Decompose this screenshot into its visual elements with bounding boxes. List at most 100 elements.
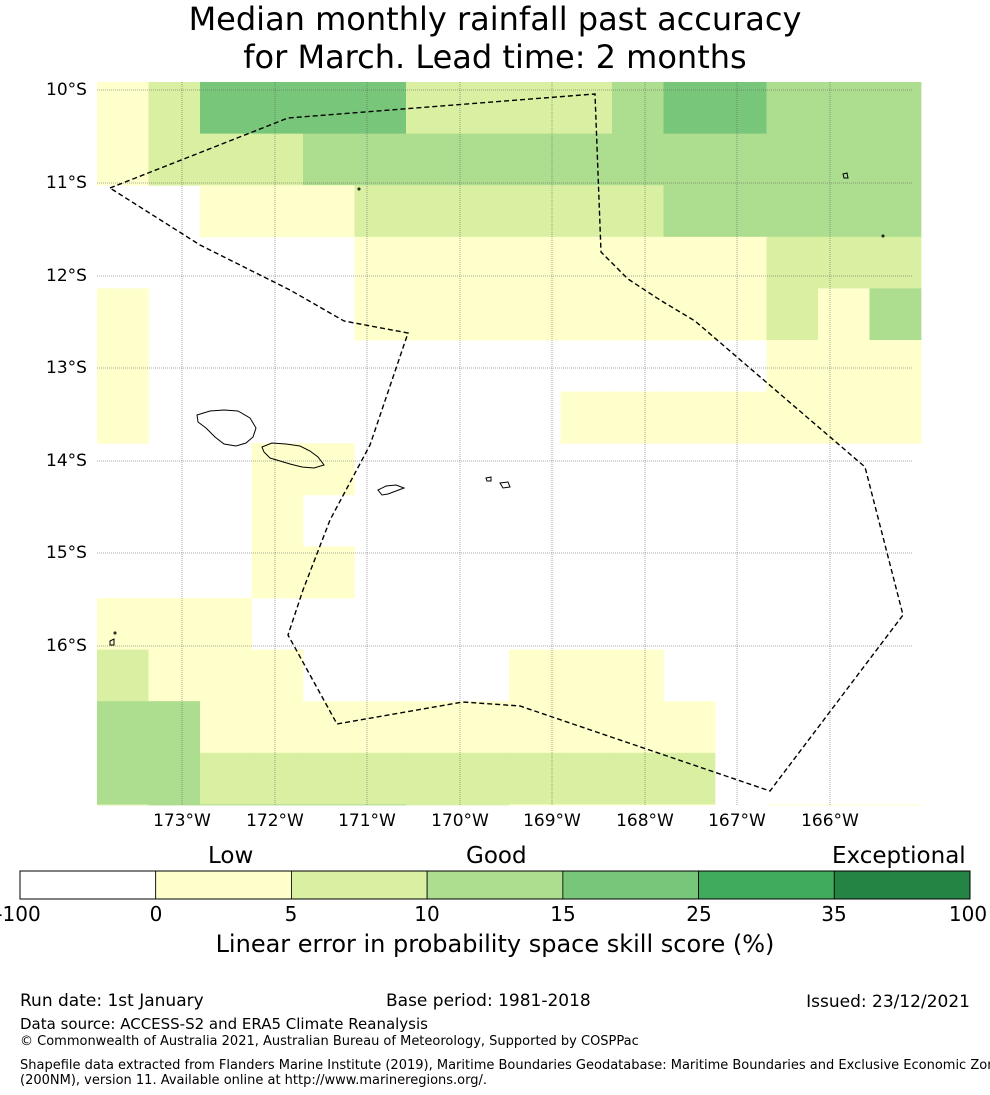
skill-cell: [818, 185, 870, 238]
skill-cell: [869, 236, 922, 289]
base-period: Base period: 1981-2018: [386, 991, 591, 1011]
skill-cell: [303, 752, 355, 805]
skill-cell: [560, 649, 613, 702]
skill-cell: [715, 391, 767, 444]
skill-cell: [303, 546, 355, 599]
issued-date: Issued: 23/12/2021: [806, 992, 970, 1012]
colorbar-segment: [562, 870, 699, 900]
skill-cell: [766, 82, 819, 134]
skill-cell: [663, 82, 716, 134]
islet-2: [881, 234, 885, 238]
skill-cell: [457, 236, 510, 289]
skill-cell: [148, 701, 201, 754]
skill-cell: [354, 82, 407, 134]
map-title: Median monthly rainfall past accuracy fo…: [0, 0, 990, 76]
skill-cell: [200, 82, 252, 134]
skill-cell: [97, 82, 149, 134]
colorbar-category-exceptional: Exceptional: [832, 843, 966, 869]
lon-label-167w: 167°W: [708, 811, 766, 831]
skill-cell: [612, 236, 664, 289]
skill-cell: [509, 185, 561, 238]
skill-cell: [560, 133, 613, 186]
skill-cell: [97, 649, 149, 702]
skill-cell: [869, 340, 922, 392]
skill-cell: [251, 494, 304, 547]
skill-cell: [612, 701, 664, 754]
skill-cell: [200, 598, 252, 650]
skill-cell: [509, 649, 561, 702]
skill-cell: [457, 82, 510, 134]
skill-cell: [509, 133, 561, 186]
skill-cell: [200, 701, 252, 754]
colorbar-tick: 10: [414, 902, 440, 926]
skill-cell: [406, 752, 458, 805]
skill-cell: [251, 82, 304, 134]
islands: [109, 172, 885, 646]
lon-label-168w: 168°W: [616, 811, 674, 831]
skill-cell: [200, 804, 252, 806]
skill-cell: [354, 288, 407, 341]
skill-cell: [663, 752, 716, 805]
shapefile-credit-line-1: Shapefile data extracted from Flanders M…: [20, 1058, 990, 1073]
skill-cell: [766, 804, 819, 806]
skill-cell: [612, 752, 664, 805]
skill-cell: [200, 752, 252, 805]
skill-cell: [251, 649, 304, 702]
skill-cell: [663, 185, 716, 238]
skill-cell: [663, 391, 716, 444]
skill-cell: [97, 288, 149, 341]
skill-cell: [560, 185, 613, 238]
lat-label-10s: 10°S: [46, 80, 87, 100]
colorbar-segment: [698, 870, 835, 900]
skill-cell: [251, 443, 304, 496]
colorbar-segment: [19, 870, 157, 900]
skill-cell: [560, 236, 613, 289]
shapefile-credit-line-2: (200NM), version 11. Available online at…: [20, 1073, 488, 1088]
skill-cell: [509, 804, 561, 806]
skill-cell: [612, 288, 664, 341]
skill-cell: [818, 340, 870, 392]
lon-label-170w: 170°W: [431, 811, 489, 831]
skill-cell: [97, 804, 149, 806]
skill-cell: [509, 752, 561, 805]
colorbar: [19, 870, 971, 900]
skill-cell: [457, 288, 510, 341]
skill-cell: [560, 288, 613, 341]
skill-cell: [869, 185, 922, 238]
islet-3: [113, 631, 117, 635]
skill-cell: [663, 288, 716, 341]
colorbar-segment: [291, 870, 428, 900]
skill-cell: [766, 391, 819, 444]
skill-cell: [457, 752, 510, 805]
skill-cell: [97, 340, 149, 392]
skill-cell: [406, 804, 458, 806]
skill-cell: [818, 804, 870, 806]
colorbar-segment: [833, 870, 971, 900]
skill-cell: [715, 185, 767, 238]
skill-cell: [766, 185, 819, 238]
skill-cell: [509, 236, 561, 289]
eez-samoa: [108, 93, 904, 792]
skill-cell: [663, 701, 716, 754]
island-upolu: [261, 442, 325, 469]
skill-cell: [457, 185, 510, 238]
colorbar-frame: [19, 870, 971, 900]
skill-cell: [97, 752, 149, 805]
skill-cell: [303, 701, 355, 754]
lat-label-16s: 16°S: [46, 636, 87, 656]
title-line-2: for March. Lead time: 2 months: [243, 38, 747, 76]
skill-cell: [818, 236, 870, 289]
skill-cell: [663, 236, 716, 289]
lon-label-171w: 171°W: [338, 811, 396, 831]
skill-cell: [869, 288, 922, 341]
island-savaii: [196, 409, 257, 447]
skill-cell: [818, 391, 870, 444]
skill-cell: [354, 236, 407, 289]
lat-label-12s: 12°S: [46, 266, 87, 286]
skill-cell: [715, 236, 767, 289]
data-source: Data source: ACCESS-S2 and ERA5 Climate …: [20, 1015, 428, 1033]
skill-cell: [406, 236, 458, 289]
skill-cell: [663, 133, 716, 186]
skill-cell: [869, 133, 922, 186]
skill-cell: [612, 804, 664, 806]
